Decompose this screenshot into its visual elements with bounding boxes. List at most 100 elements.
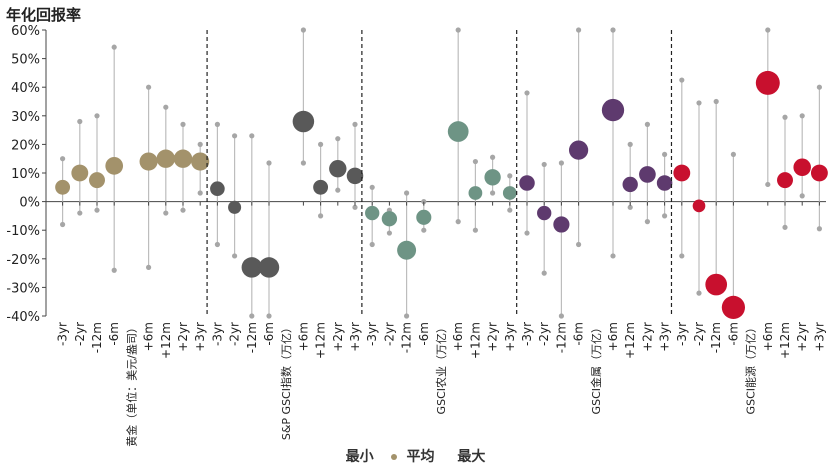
- min-point: [455, 219, 461, 225]
- group-label: S&P GSCI指数（万亿）: [279, 322, 293, 440]
- avg-bubble: [553, 216, 570, 233]
- max-point: [713, 98, 719, 105]
- avg-bubble: [329, 160, 347, 178]
- min-point: [627, 204, 633, 210]
- min-point: [180, 207, 186, 213]
- legend-avg-item: 平均: [390, 449, 441, 465]
- min-point: [541, 270, 547, 276]
- avg-bubble: [601, 98, 625, 122]
- min-point: [490, 190, 496, 196]
- avg-bubble: [139, 152, 158, 171]
- period-label: +3yr: [658, 322, 672, 352]
- max-point: [627, 141, 633, 147]
- min-point: [111, 267, 117, 273]
- min-point: [300, 160, 306, 166]
- max-point: [266, 160, 272, 166]
- avg-bubble: [71, 164, 89, 182]
- avg-bubble: [313, 179, 329, 195]
- min-point: [197, 190, 203, 196]
- avg-bubble: [156, 149, 176, 168]
- period-label: +12m: [159, 322, 173, 359]
- max-point: [644, 121, 651, 127]
- period-label: +6m: [296, 322, 310, 351]
- avg-bubble: [416, 209, 432, 225]
- max-point: [318, 141, 324, 147]
- max-point: [490, 154, 496, 160]
- min-point: [249, 313, 255, 319]
- avg-bubble: [292, 110, 315, 133]
- avg-bubble: [793, 158, 811, 177]
- min-point: [765, 181, 771, 188]
- period-label: -6m: [726, 322, 740, 346]
- min-point: [163, 210, 169, 216]
- avg-bubble: [568, 140, 589, 160]
- min-point: [77, 210, 83, 216]
- avg-bubble: [105, 157, 124, 175]
- avg-bubble: [228, 200, 242, 214]
- period-label: -12m: [245, 322, 259, 353]
- period-label: -12m: [709, 322, 723, 353]
- min-point: [524, 230, 530, 236]
- avg-bubble: [241, 257, 263, 278]
- y-tick-label: -20%: [6, 253, 40, 268]
- period-label: -3yr: [520, 322, 534, 346]
- avg-bubble: [381, 211, 398, 227]
- period-label: +6m: [606, 322, 620, 351]
- period-label: +12m: [468, 322, 482, 359]
- group-label: GSCI金属（万亿）: [589, 322, 603, 414]
- max-point: [232, 133, 238, 139]
- max-point: [77, 118, 83, 125]
- avg-bubble: [173, 149, 193, 168]
- period-label: +2yr: [176, 322, 190, 352]
- min-point: [369, 241, 375, 248]
- period-label: +6m: [142, 322, 156, 351]
- max-point: [730, 151, 737, 158]
- min-point: [214, 241, 220, 248]
- y-tick-label: 10%: [11, 167, 40, 182]
- period-label: -2yr: [537, 322, 551, 346]
- avg-bubble: [656, 175, 673, 191]
- max-point: [197, 141, 203, 147]
- y-tick-label: 20%: [11, 138, 40, 153]
- min-point: [558, 313, 565, 319]
- avg-bubble: [55, 179, 71, 195]
- min-point: [266, 313, 272, 319]
- max-point: [541, 161, 547, 168]
- period-label: -3yr: [210, 322, 224, 346]
- period-label: +6m: [761, 322, 775, 351]
- max-point: [455, 27, 461, 33]
- max-point: [472, 158, 478, 165]
- period-label: +2yr: [486, 322, 500, 352]
- max-point: [249, 133, 255, 139]
- max-point: [610, 27, 616, 33]
- period-label: -6m: [262, 322, 276, 346]
- max-point: [300, 27, 306, 33]
- max-point: [679, 77, 685, 83]
- chart-title: 年化回报率: [6, 6, 82, 24]
- avg-bubble: [519, 175, 535, 191]
- period-label: -12m: [400, 322, 414, 353]
- y-tick-label: 0%: [19, 196, 40, 211]
- period-label: -2yr: [692, 322, 706, 346]
- min-point: [472, 227, 478, 233]
- max-point: [816, 84, 823, 90]
- min-point: [644, 219, 651, 225]
- min-point: [782, 224, 788, 230]
- max-point: [696, 100, 702, 106]
- max-point: [146, 84, 152, 90]
- period-label: -12m: [90, 322, 104, 353]
- avg-bubble: [705, 273, 728, 296]
- min-point: [576, 241, 582, 248]
- y-tick-label: 50%: [11, 53, 40, 68]
- period-label: -3yr: [675, 322, 689, 346]
- period-label: +12m: [314, 322, 328, 359]
- avg-bubble: [89, 172, 105, 189]
- avg-bubble: [502, 186, 517, 200]
- avg-bubble: [673, 164, 691, 182]
- period-label: -6m: [572, 322, 586, 346]
- avg-bubble: [692, 199, 706, 213]
- period-label: -12m: [554, 322, 568, 353]
- group-label: GSCI能源（万亿）: [744, 322, 758, 414]
- max-point: [765, 27, 771, 33]
- period-label: -3yr: [56, 322, 70, 346]
